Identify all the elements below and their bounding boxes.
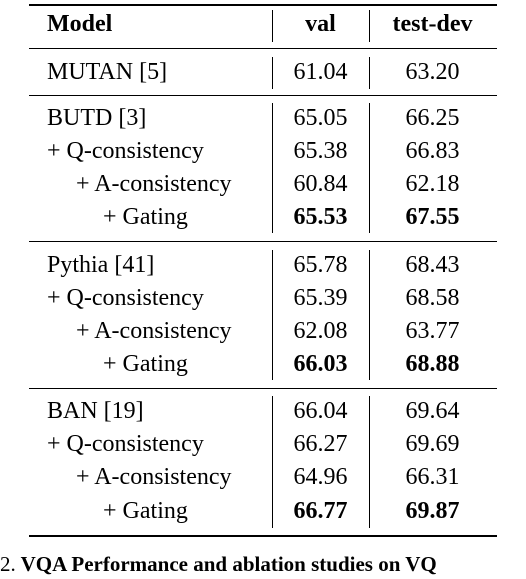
header-test-dev: test-dev xyxy=(392,11,473,37)
row-val: 60.84 xyxy=(293,171,348,197)
row-model: BAN [19] xyxy=(47,398,144,424)
table-caption: 2. VQA Performance and ablation studies … xyxy=(0,549,437,579)
row-val: 66.04 xyxy=(293,398,348,424)
header-rule xyxy=(29,48,497,49)
row-model: + Gating xyxy=(103,351,188,377)
row-model: + A-consistency xyxy=(76,318,232,344)
row-test-dev: 69.87 xyxy=(405,498,460,524)
caption-text: VQA Performance and ablation studies on … xyxy=(20,552,437,576)
top-rule xyxy=(29,4,497,6)
val-separator-g1 xyxy=(272,57,273,89)
row-model: + Q-consistency xyxy=(47,285,204,311)
row-model: + Q-consistency xyxy=(47,431,204,457)
row-test-dev: 69.69 xyxy=(405,431,460,457)
row-test-dev: 67.55 xyxy=(405,204,460,230)
row-model: + Gating xyxy=(103,204,188,230)
row-test-dev: 66.31 xyxy=(405,464,460,490)
row-test-dev: 63.77 xyxy=(405,318,460,344)
group-rule-3 xyxy=(29,388,497,389)
row-model: + Q-consistency xyxy=(47,138,204,164)
group-rule-2 xyxy=(29,241,497,242)
row-test-dev: 66.83 xyxy=(405,138,460,164)
row-val: 61.04 xyxy=(293,59,348,85)
row-test-dev: 62.18 xyxy=(405,171,460,197)
caption-number: 2. xyxy=(0,552,16,576)
row-val: 65.53 xyxy=(293,204,348,230)
row-val: 65.39 xyxy=(293,285,348,311)
row-model: + A-consistency xyxy=(76,464,232,490)
row-test-dev: 68.58 xyxy=(405,285,460,311)
val-separator-header xyxy=(272,10,273,42)
row-test-dev: 68.43 xyxy=(405,252,460,278)
test-separator-g3 xyxy=(369,250,370,380)
row-val: 65.05 xyxy=(293,105,348,131)
val-separator-g3 xyxy=(272,250,273,380)
test-separator-g4 xyxy=(369,396,370,528)
row-test-dev: 63.20 xyxy=(405,59,460,85)
group-rule-1 xyxy=(29,95,497,96)
row-val: 62.08 xyxy=(293,318,348,344)
row-model: MUTAN [5] xyxy=(47,59,168,85)
row-val: 65.38 xyxy=(293,138,348,164)
row-val: 66.27 xyxy=(293,431,348,457)
test-separator-header xyxy=(369,10,370,42)
header-model: Model xyxy=(47,11,113,37)
test-separator-g1 xyxy=(369,57,370,89)
row-model: Pythia [41] xyxy=(47,252,155,278)
row-test-dev: 68.88 xyxy=(405,351,460,377)
row-model: + Gating xyxy=(103,498,188,524)
row-val: 64.96 xyxy=(293,464,348,490)
row-test-dev: 66.25 xyxy=(405,105,460,131)
val-separator-g2 xyxy=(272,103,273,233)
val-separator-g4 xyxy=(272,396,273,528)
test-separator-g2 xyxy=(369,103,370,233)
row-test-dev: 69.64 xyxy=(405,398,460,424)
row-model: + A-consistency xyxy=(76,171,232,197)
row-val: 66.03 xyxy=(293,351,348,377)
header-val: val xyxy=(305,11,336,37)
row-val: 66.77 xyxy=(293,498,348,524)
row-val: 65.78 xyxy=(293,252,348,278)
row-model: BUTD [3] xyxy=(47,105,147,131)
bottom-rule xyxy=(29,535,497,537)
